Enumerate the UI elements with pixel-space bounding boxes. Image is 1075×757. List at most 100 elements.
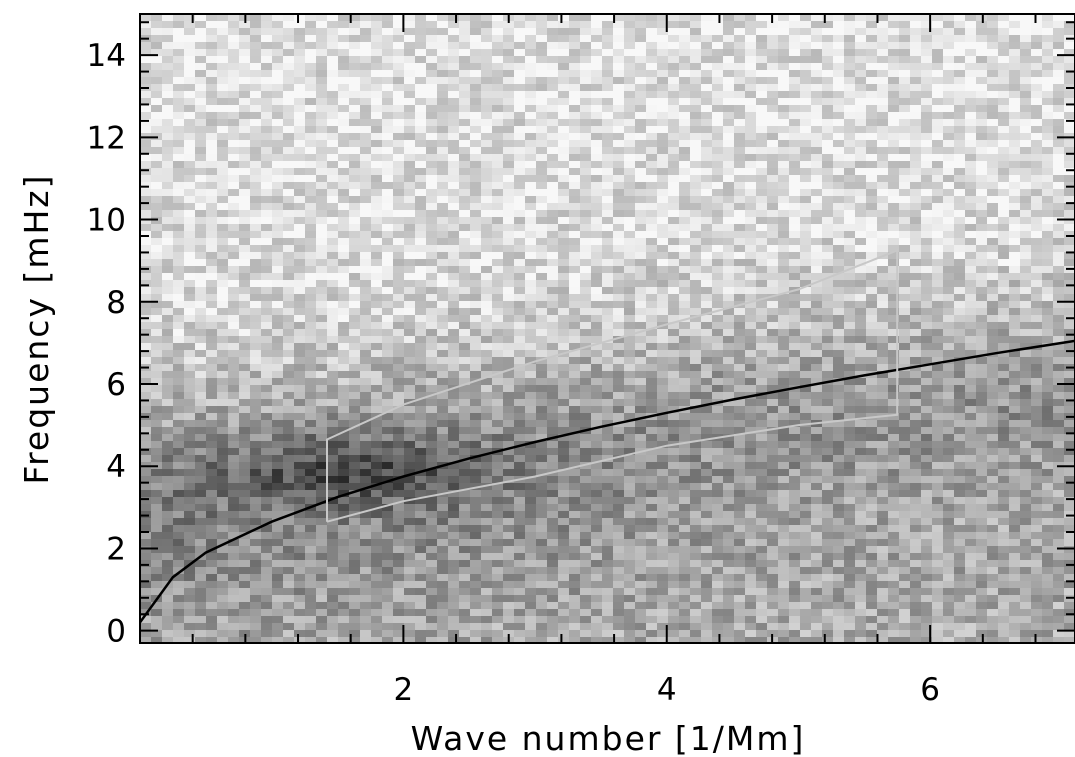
heatmap-cell — [206, 21, 218, 29]
heatmap-cell — [195, 56, 207, 64]
heatmap-cell — [657, 224, 669, 232]
heatmap-cell — [723, 203, 735, 211]
heatmap-cell — [360, 140, 372, 148]
heatmap-cell — [492, 616, 504, 624]
heatmap-cell — [426, 238, 438, 246]
heatmap-cell — [305, 245, 317, 253]
heatmap-cell — [613, 203, 625, 211]
heatmap-cell — [613, 567, 625, 575]
heatmap-cell — [536, 84, 548, 92]
heatmap-cell — [393, 42, 405, 50]
heatmap-cell — [349, 336, 361, 344]
heatmap-cell — [701, 28, 713, 36]
heatmap-cell — [404, 98, 416, 106]
heatmap-cell — [492, 294, 504, 302]
heatmap-cell — [624, 168, 636, 176]
heatmap-cell — [646, 406, 658, 414]
heatmap-cell — [437, 252, 449, 260]
heatmap-cell — [547, 203, 559, 211]
heatmap-cell — [371, 462, 383, 470]
heatmap-cell — [635, 294, 647, 302]
heatmap-cell — [701, 280, 713, 288]
heatmap-cell — [613, 588, 625, 596]
heatmap-cell — [173, 91, 185, 99]
heatmap-cell — [514, 623, 526, 631]
heatmap-cell — [679, 448, 691, 456]
heatmap-cell — [382, 602, 394, 610]
heatmap-cell — [338, 140, 350, 148]
heatmap-cell — [635, 210, 647, 218]
heatmap-cell — [580, 14, 592, 22]
heatmap-cell — [470, 525, 482, 533]
heatmap-cell — [217, 105, 229, 113]
heatmap-cell — [250, 182, 262, 190]
heatmap-cell — [459, 581, 471, 589]
heatmap-cell — [503, 560, 515, 568]
heatmap-cell — [338, 560, 350, 568]
heatmap-cell — [580, 231, 592, 239]
heatmap-cell — [514, 462, 526, 470]
heatmap-cell — [492, 98, 504, 106]
heatmap-cell — [701, 140, 713, 148]
heatmap-cell — [624, 539, 636, 547]
heatmap-cell — [745, 14, 757, 22]
heatmap-cell — [250, 280, 262, 288]
heatmap-cell — [316, 98, 328, 106]
heatmap-cell — [547, 588, 559, 596]
heatmap-cell — [393, 532, 405, 540]
heatmap-cell — [173, 392, 185, 400]
heatmap-cell — [393, 595, 405, 603]
heatmap-cell — [635, 532, 647, 540]
heatmap-cell — [547, 252, 559, 260]
heatmap-cell — [437, 595, 449, 603]
heatmap-cell — [206, 462, 218, 470]
heatmap-cell — [613, 308, 625, 316]
heatmap-cell — [305, 91, 317, 99]
heatmap-cell — [624, 378, 636, 386]
heatmap-cell — [338, 259, 350, 267]
heatmap-cell — [140, 343, 152, 351]
heatmap-cell — [195, 595, 207, 603]
heatmap-cell — [734, 455, 746, 463]
heatmap-cell — [349, 189, 361, 197]
heatmap-cell — [250, 434, 262, 442]
heatmap-cell — [305, 525, 317, 533]
heatmap-cell — [140, 189, 152, 197]
heatmap-cell — [470, 168, 482, 176]
heatmap-cell — [580, 497, 592, 505]
heatmap-cell — [283, 364, 295, 372]
heatmap-cell — [690, 189, 702, 197]
heatmap-cell — [327, 63, 339, 71]
heatmap-cell — [360, 385, 372, 393]
heatmap-cell — [404, 350, 416, 358]
heatmap-cell — [613, 84, 625, 92]
heatmap-cell — [701, 49, 713, 57]
heatmap-cell — [272, 70, 284, 78]
heatmap-cell — [360, 224, 372, 232]
heatmap-cell — [613, 504, 625, 512]
heatmap-cell — [404, 483, 416, 491]
heatmap-cell — [206, 413, 218, 421]
heatmap-cell — [349, 112, 361, 120]
heatmap-cell — [393, 91, 405, 99]
heatmap-cell — [382, 161, 394, 169]
heatmap-cell — [580, 588, 592, 596]
heatmap-cell — [162, 77, 174, 85]
heatmap-cell — [635, 224, 647, 232]
heatmap-cell — [294, 413, 306, 421]
heatmap-cell — [360, 259, 372, 267]
heatmap-cell — [327, 336, 339, 344]
heatmap-cell — [580, 301, 592, 309]
heatmap-cell — [272, 119, 284, 127]
heatmap-cell — [481, 224, 493, 232]
heatmap-cell — [415, 210, 427, 218]
heatmap-cell — [624, 371, 636, 379]
heatmap-cell — [503, 595, 515, 603]
heatmap-cell — [217, 147, 229, 155]
heatmap-cell — [503, 42, 515, 50]
heatmap-cell — [459, 126, 471, 134]
heatmap-cell — [613, 154, 625, 162]
heatmap-cell — [723, 245, 735, 253]
heatmap-cell — [547, 504, 559, 512]
heatmap-cell — [217, 14, 229, 22]
